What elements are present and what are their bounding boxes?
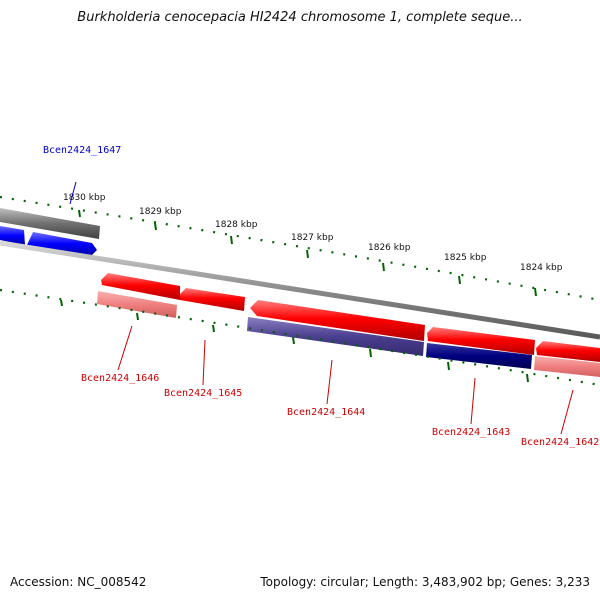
feature-pink xyxy=(97,291,177,318)
feature-purple xyxy=(247,317,424,356)
feature-pink xyxy=(534,356,600,377)
scale-labels: 1830 kbp 1829 kbp 1828 kbp 1827 kbp 1826… xyxy=(63,193,563,273)
leader-bcen2424-1645 xyxy=(202,339,206,386)
major-tick xyxy=(230,235,233,245)
label-leaders xyxy=(69,181,574,435)
inner-major-tick xyxy=(212,324,215,333)
map-title: Burkholderia cenocepacia HI2424 chromoso… xyxy=(77,10,523,25)
genome-backbone xyxy=(0,240,600,340)
feature-bcen2424-1647 xyxy=(27,232,97,256)
inner-scale-dots xyxy=(0,288,600,387)
major-tick xyxy=(382,262,385,272)
gene-labels: Bcen2424_1647 Bcen2424_1646 Bcen2424_164… xyxy=(43,145,599,448)
major-tick xyxy=(458,275,461,285)
scale-label: 1828 kbp xyxy=(215,220,258,230)
feature-bcen2424-1646 xyxy=(101,273,180,300)
leader-bcen2424-1643 xyxy=(470,377,476,425)
scale-label: 1825 kbp xyxy=(444,253,487,263)
major-tick xyxy=(78,209,81,218)
inner-major-tick xyxy=(369,348,372,358)
forward-strand-features xyxy=(101,273,600,362)
major-tick xyxy=(534,287,537,297)
scale-label: 1830 kbp xyxy=(63,193,106,203)
outer-scale-ring xyxy=(0,195,600,302)
feature-bcen2424-1643 xyxy=(427,327,535,355)
major-tick xyxy=(154,222,157,231)
feature-grey xyxy=(0,208,100,239)
inner-major-tick xyxy=(136,312,139,321)
summary-text: Topology: circular; Length: 3,483,902 bp… xyxy=(260,575,590,589)
inner-major-tick xyxy=(526,373,529,383)
inner-scale-ring xyxy=(0,288,600,387)
scale-label: 1824 kbp xyxy=(520,263,563,273)
gene-label-bcen2424-1642[interactable]: Bcen2424_1642 xyxy=(521,437,599,448)
leader-bcen2424-1644 xyxy=(326,359,333,405)
inner-features xyxy=(97,291,600,377)
scale-label: 1829 kbp xyxy=(139,207,182,217)
gene-label-bcen2424-1643[interactable]: Bcen2424_1643 xyxy=(432,427,510,438)
major-tick xyxy=(306,249,309,259)
scale-label: 1826 kbp xyxy=(368,243,411,253)
leader-bcen2424-1642 xyxy=(560,389,574,435)
gene-label-bcen2424-1644[interactable]: Bcen2424_1644 xyxy=(287,407,365,418)
scale-label: 1827 kbp xyxy=(291,233,334,243)
inner-major-tick xyxy=(292,336,295,345)
reverse-strand-features-upper xyxy=(0,226,97,256)
feature-bcen2424-1644 xyxy=(250,300,425,341)
leader-bcen2424-1647 xyxy=(69,181,77,205)
outer-scale-dots xyxy=(0,195,600,302)
feature-blue xyxy=(0,226,25,245)
feature-bcen2424-1642 xyxy=(536,341,600,362)
gene-label-bcen2424-1646[interactable]: Bcen2424_1646 xyxy=(81,373,159,384)
accession-text: Accession: NC_008542 xyxy=(10,575,147,589)
leader-bcen2424-1646 xyxy=(117,325,133,371)
feature-bcen2424-1645 xyxy=(180,288,245,311)
feature-navy xyxy=(426,343,532,369)
gene-label-bcen2424-1647[interactable]: Bcen2424_1647 xyxy=(43,145,121,156)
inner-major-tick xyxy=(60,299,63,307)
inner-major-tick xyxy=(447,361,450,371)
gene-label-bcen2424-1645[interactable]: Bcen2424_1645 xyxy=(164,388,242,399)
